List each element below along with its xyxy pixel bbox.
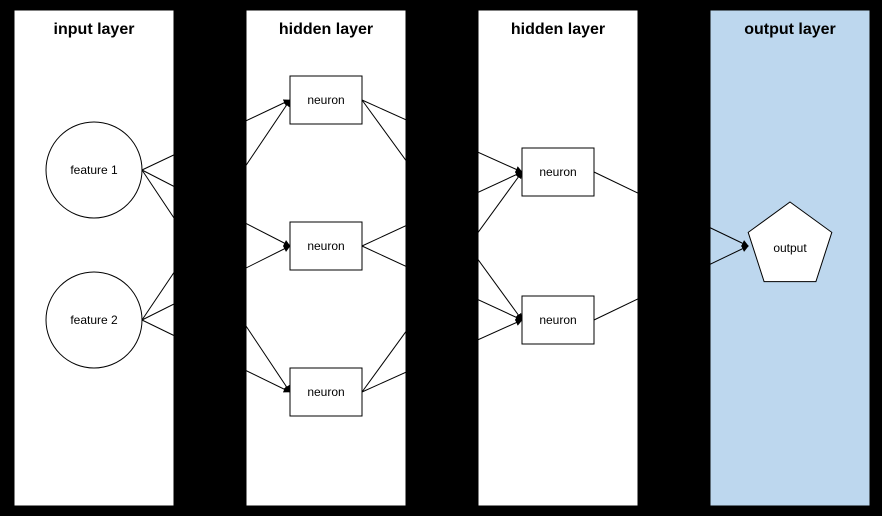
node-label-f2: feature 2 (70, 313, 118, 327)
node-label-h2b: neuron (539, 313, 576, 327)
node-label-h2a: neuron (539, 165, 576, 179)
node-label-h1b: neuron (307, 239, 344, 253)
panel-title-input: input layer (54, 21, 135, 38)
node-label-out: output (773, 241, 807, 255)
node-label-f1: feature 1 (70, 163, 118, 177)
panel-title-output: output layer (744, 21, 836, 38)
panel-hidden2 (478, 10, 638, 506)
panel-title-hidden2: hidden layer (511, 21, 605, 38)
panel-title-hidden1: hidden layer (279, 21, 373, 38)
node-label-h1a: neuron (307, 93, 344, 107)
panel-input (14, 10, 174, 506)
neural-network-diagram: input layer hidden layer hidden layer outpu… (0, 0, 882, 516)
node-label-h1c: neuron (307, 385, 344, 399)
